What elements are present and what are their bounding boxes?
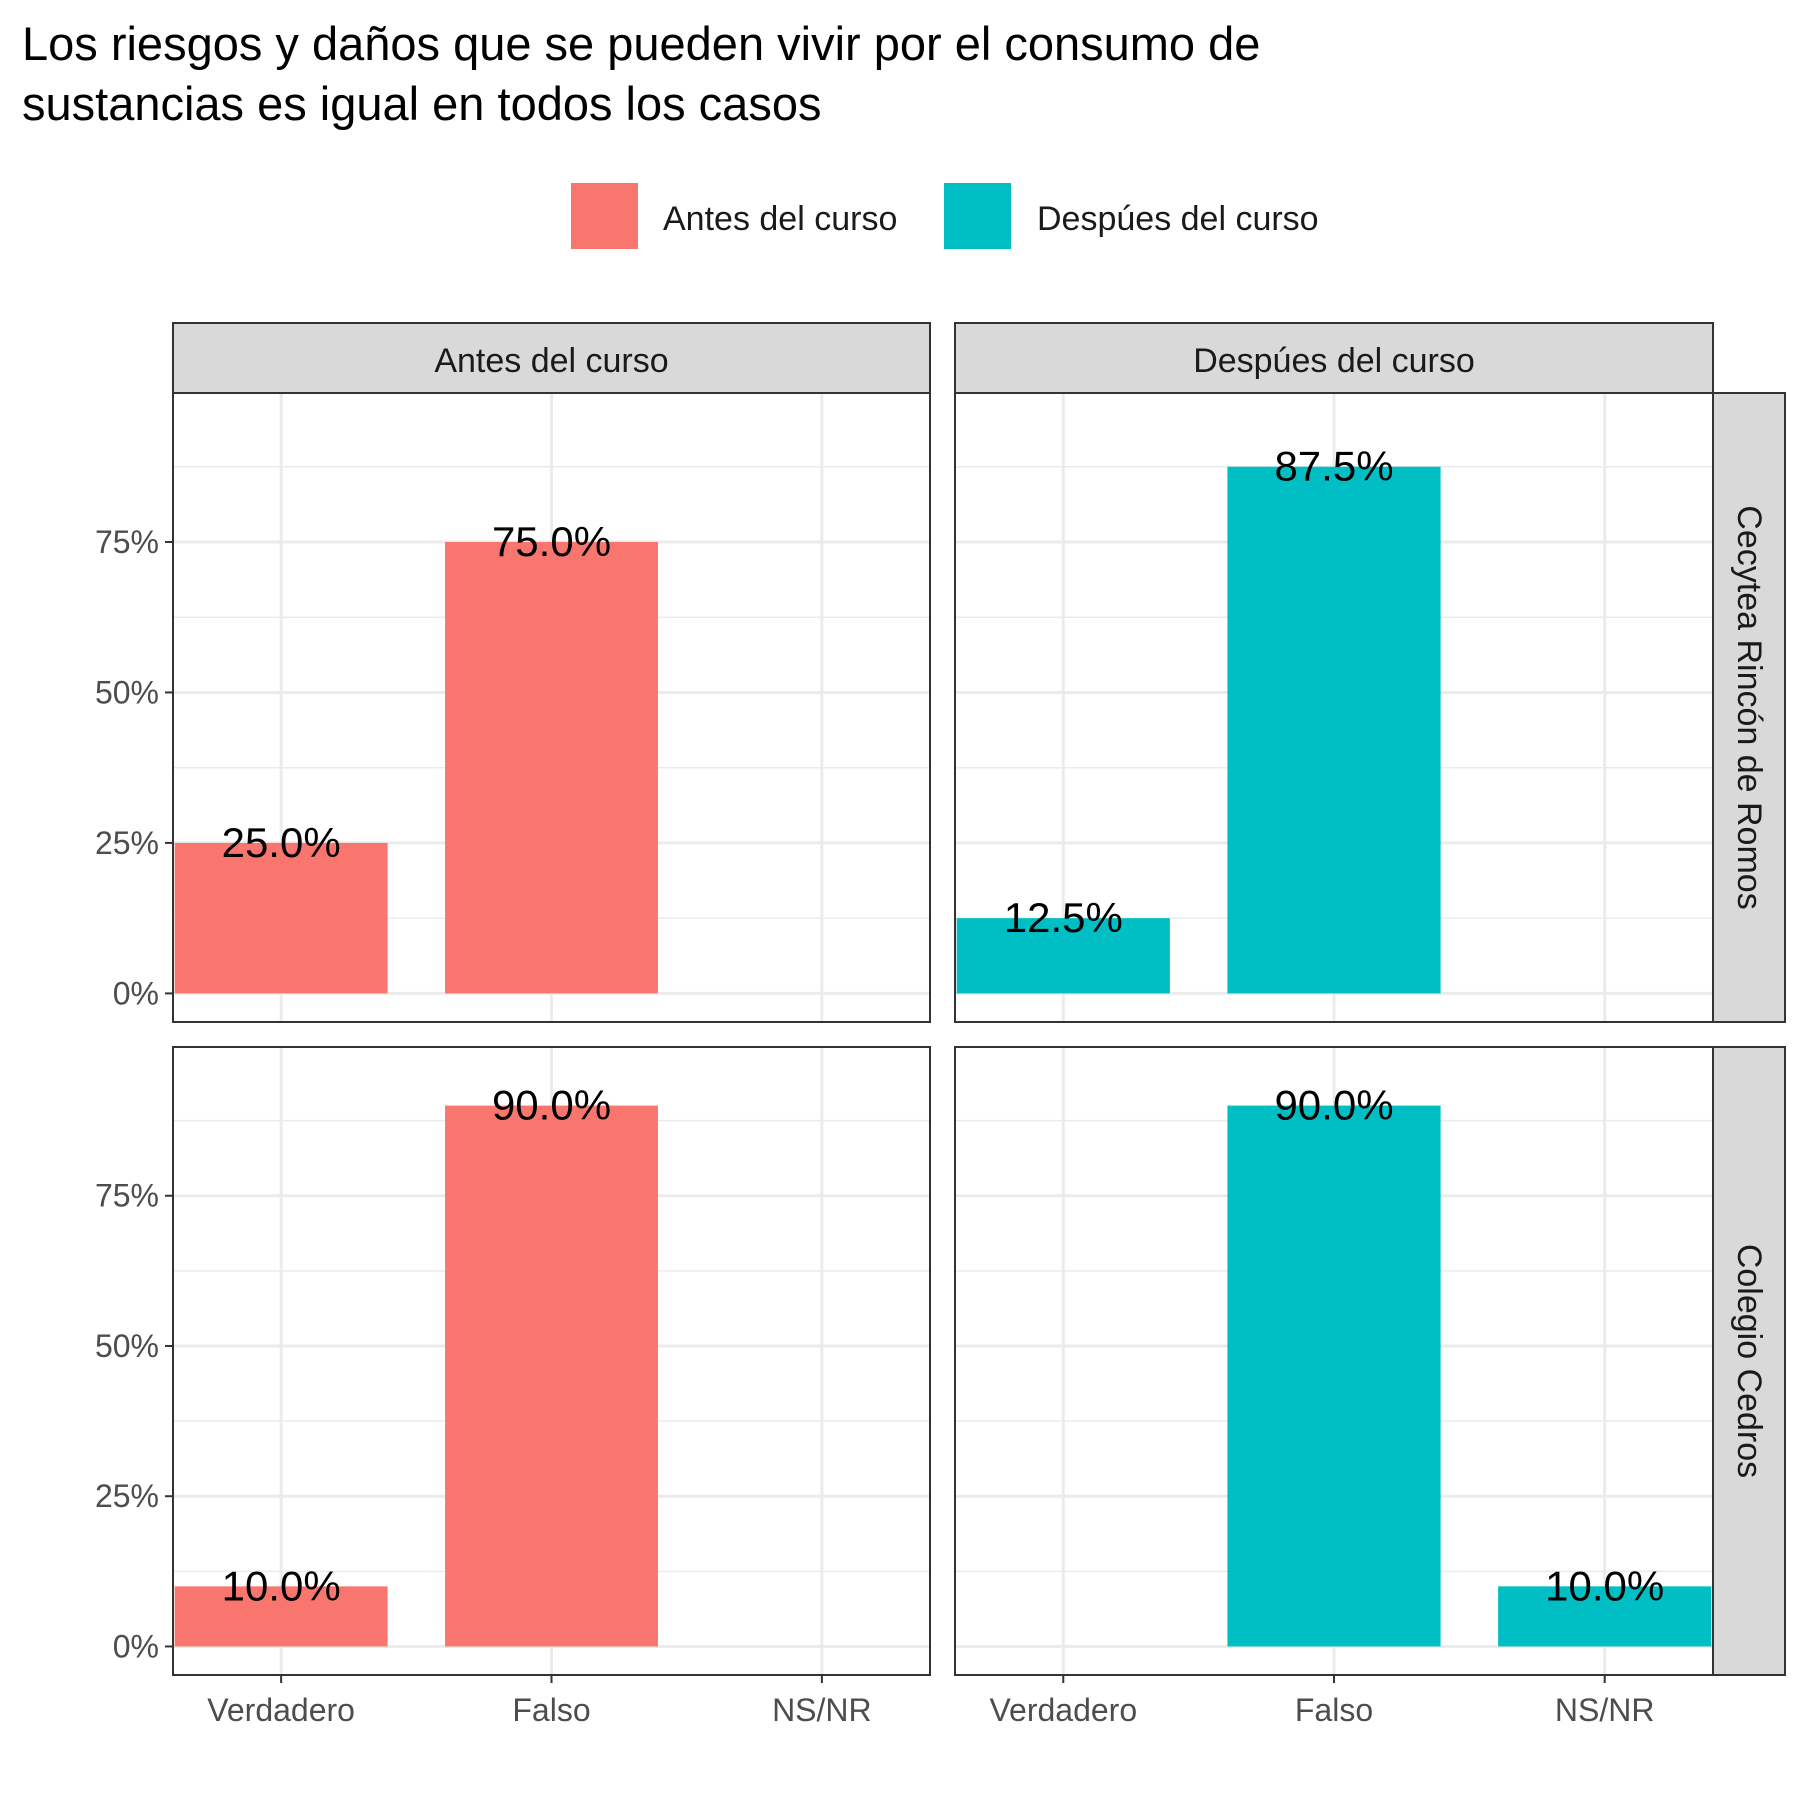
bar (1227, 466, 1441, 994)
y-tick-label: 0% (113, 1628, 159, 1664)
strip-row-2 (1712, 1046, 1786, 1676)
panel-1-2: 12.5% 87.5% (954, 392, 1714, 1023)
strip-row-label-2: Colegio Cedros (1730, 1244, 1768, 1478)
strip-row-1 (1712, 392, 1786, 1023)
x-tick-label: Verdadero (989, 1692, 1137, 1728)
y-tick-label: 25% (95, 1478, 159, 1514)
bar-label: 87.5% (1274, 443, 1393, 490)
bar-label: 10.0% (1545, 1562, 1664, 1609)
panel-border (954, 392, 1714, 1023)
y-tick-label: 25% (95, 825, 159, 861)
bar (1498, 1586, 1712, 1647)
y-tick-label: 50% (95, 1328, 159, 1364)
x-tick-label: Verdadero (207, 1692, 355, 1728)
x-tick-label: NS/NR (1555, 1692, 1655, 1728)
strip-col-2 (954, 322, 1714, 394)
legend-label-1: Antes del curso (663, 200, 897, 238)
x-tick-label: Falso (512, 1692, 590, 1728)
bar-label: 90.0% (492, 1082, 611, 1129)
y-tick-label: 75% (95, 1178, 159, 1214)
bar-label: 10.0% (222, 1562, 341, 1609)
legend-swatch-2 (944, 183, 1011, 249)
legend-swatch-1 (571, 183, 638, 249)
bar-label: 25.0% (222, 819, 341, 866)
panel-1-1: 25.0% 75.0% 0% 25% 50% 75% (95, 392, 931, 1023)
bar-label: 75.0% (492, 518, 611, 565)
bar (956, 918, 1170, 994)
legend-label-2: Despúes del curso (1037, 200, 1319, 238)
legend: Antes del curso Despúes del curso (571, 183, 1319, 249)
strip-col-label-2: Despúes del curso (1193, 342, 1475, 380)
y-tick-label: 50% (95, 674, 159, 710)
strip-col-label-1: Antes del curso (434, 342, 668, 380)
bar-label: 12.5% (1004, 894, 1123, 941)
x-tick-label: NS/NR (772, 1692, 872, 1728)
strip-col-1 (172, 322, 931, 394)
chart-title-line-2: sustancias es igual en todos los casos (22, 77, 821, 130)
chart-title-line-1: Los riesgos y daños que se pueden vivir … (22, 17, 1260, 70)
strip-row-label-1: Cecytea Rincón de Romos (1730, 505, 1768, 909)
bar-label: 90.0% (1274, 1082, 1393, 1129)
y-tick-label: 0% (113, 975, 159, 1011)
panel-2-2: 90.0% 10.0% Verdadero Falso NS/NR (954, 1046, 1714, 1728)
bar (174, 1586, 388, 1647)
panel-2-1: 10.0% 90.0% 0% 25% 50% 75% Verdadero Falso NS/NR (95, 1046, 931, 1728)
panels: Antes del curso Despúes del curso Cecytea … (95, 322, 1786, 1728)
bar (1227, 1105, 1441, 1647)
bar (445, 1105, 658, 1647)
bar (174, 842, 388, 994)
y-tick-label: 75% (95, 524, 159, 560)
x-tick-label: Falso (1295, 1692, 1373, 1728)
panel-border (172, 392, 931, 1023)
bar (445, 541, 658, 994)
